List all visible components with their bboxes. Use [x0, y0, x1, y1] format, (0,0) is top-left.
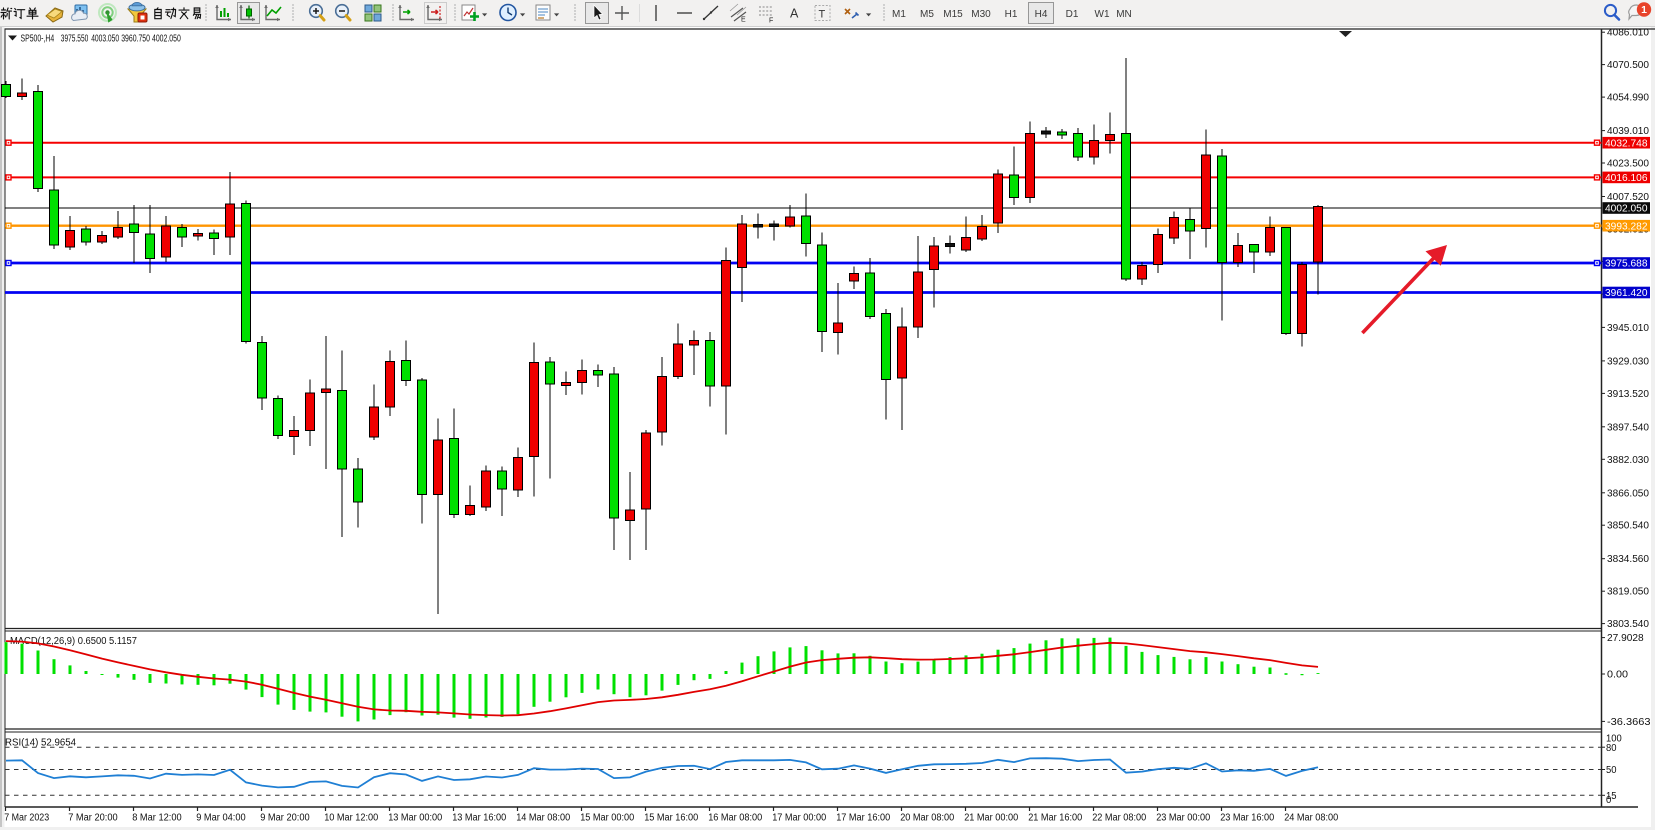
svg-text:-36.3663: -36.3663	[1607, 717, 1651, 728]
svg-text:4002.050: 4002.050	[1605, 204, 1648, 215]
svg-text:22 Mar 08:00: 22 Mar 08:00	[1092, 813, 1146, 824]
svg-text:SP500-,H4: SP500-,H4	[21, 34, 55, 45]
svg-text:4086.010: 4086.010	[1607, 28, 1649, 39]
svg-text:20 Mar 08:00: 20 Mar 08:00	[900, 813, 954, 824]
svg-text:4016.106: 4016.106	[1605, 173, 1648, 184]
svg-text:3929.030: 3929.030	[1607, 356, 1649, 367]
svg-text:4032.748: 4032.748	[1605, 138, 1648, 149]
svg-text:100: 100	[1606, 733, 1622, 744]
svg-text:3819.050: 3819.050	[1607, 587, 1649, 598]
svg-text:16 Mar 08:00: 16 Mar 08:00	[708, 813, 762, 824]
svg-text:F: F	[769, 18, 773, 25]
svg-text:3960.750: 3960.750	[121, 34, 150, 45]
svg-text:3945.010: 3945.010	[1607, 323, 1649, 334]
svg-text:17 Mar 16:00: 17 Mar 16:00	[836, 813, 890, 824]
svg-text:3975.688: 3975.688	[1605, 259, 1648, 270]
svg-text:3803.540: 3803.540	[1607, 619, 1649, 630]
svg-text:MN: MN	[1116, 9, 1132, 20]
svg-text:27.9028: 27.9028	[1607, 633, 1644, 644]
svg-text:3850.540: 3850.540	[1607, 521, 1649, 532]
svg-text:M15: M15	[943, 9, 963, 20]
svg-text:13 Mar 00:00: 13 Mar 00:00	[388, 813, 442, 824]
svg-text:3866.050: 3866.050	[1607, 488, 1649, 499]
svg-text:0: 0	[1606, 795, 1612, 806]
svg-text:80: 80	[1606, 743, 1617, 754]
svg-text:4002.050: 4002.050	[152, 34, 181, 45]
svg-text:3834.560: 3834.560	[1607, 554, 1649, 565]
svg-text:0.00: 0.00	[1607, 670, 1628, 681]
svg-text:4023.500: 4023.500	[1607, 159, 1649, 170]
svg-text:RSI(14) 52.9654: RSI(14) 52.9654	[5, 738, 76, 749]
svg-text:13 Mar 16:00: 13 Mar 16:00	[452, 813, 506, 824]
svg-text:M30: M30	[971, 9, 991, 20]
svg-text:MACD(12,26,9) 0.6500 5.1157: MACD(12,26,9) 0.6500 5.1157	[10, 636, 137, 647]
svg-text:4054.990: 4054.990	[1607, 93, 1649, 104]
svg-text:A: A	[790, 7, 799, 21]
svg-text:15 Mar 00:00: 15 Mar 00:00	[580, 813, 634, 824]
svg-text:T: T	[819, 9, 826, 21]
svg-text:9 Mar 20:00: 9 Mar 20:00	[260, 813, 310, 824]
svg-text:4070.500: 4070.500	[1607, 60, 1649, 71]
svg-text:15: 15	[1606, 791, 1617, 802]
svg-text:M1: M1	[892, 9, 906, 20]
svg-text:H1: H1	[1005, 9, 1018, 20]
svg-text:10 Mar 12:00: 10 Mar 12:00	[324, 813, 378, 824]
svg-text:23 Mar 16:00: 23 Mar 16:00	[1220, 813, 1274, 824]
svg-text:E: E	[741, 17, 746, 24]
svg-text:24 Mar 08:00: 24 Mar 08:00	[1284, 813, 1338, 824]
svg-text:4007.520: 4007.520	[1607, 192, 1649, 203]
svg-text:W1: W1	[1095, 9, 1110, 20]
svg-text:21 Mar 16:00: 21 Mar 16:00	[1028, 813, 1082, 824]
svg-text:23 Mar 00:00: 23 Mar 00:00	[1156, 813, 1210, 824]
svg-text:7 Mar 20:00: 7 Mar 20:00	[68, 813, 118, 824]
svg-text:14 Mar 08:00: 14 Mar 08:00	[516, 813, 570, 824]
svg-text:M5: M5	[920, 9, 934, 20]
svg-text:3897.540: 3897.540	[1607, 422, 1649, 433]
svg-text:D1: D1	[1066, 9, 1079, 20]
svg-text:3913.520: 3913.520	[1607, 389, 1649, 400]
svg-text:3961.420: 3961.420	[1605, 288, 1648, 299]
svg-text:3993.282: 3993.282	[1605, 221, 1648, 232]
svg-text:3975.550: 3975.550	[61, 34, 89, 45]
svg-text:21 Mar 00:00: 21 Mar 00:00	[964, 813, 1018, 824]
svg-text:3882.030: 3882.030	[1607, 455, 1649, 466]
svg-text:50: 50	[1606, 765, 1617, 776]
svg-text:9 Mar 04:00: 9 Mar 04:00	[196, 813, 246, 824]
svg-text:7 Mar 2023: 7 Mar 2023	[4, 813, 49, 824]
svg-text:8 Mar 12:00: 8 Mar 12:00	[132, 813, 182, 824]
svg-text:17 Mar 00:00: 17 Mar 00:00	[772, 813, 826, 824]
svg-text:H4: H4	[1035, 9, 1048, 20]
svg-text:1: 1	[1641, 4, 1647, 16]
svg-text:15 Mar 16:00: 15 Mar 16:00	[644, 813, 698, 824]
svg-text:4003.050: 4003.050	[91, 34, 119, 45]
svg-text:4039.010: 4039.010	[1607, 126, 1649, 137]
